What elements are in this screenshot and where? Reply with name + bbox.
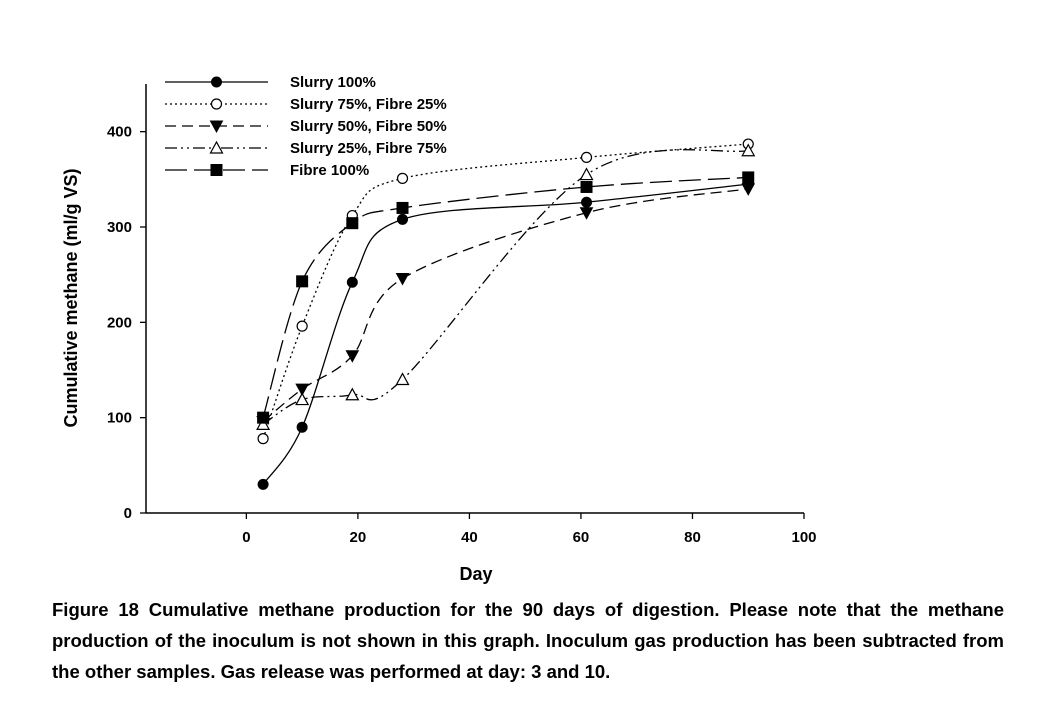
legend-marker — [211, 76, 222, 88]
data-point — [579, 167, 594, 181]
x-tick-label: 100 — [791, 529, 816, 546]
legend-marker — [210, 164, 223, 176]
data-point — [395, 272, 410, 286]
legend-label: Fibre 100% — [290, 162, 369, 179]
y-axis-label: Cumulative methane (ml/g VS) — [61, 168, 81, 427]
data-point — [295, 392, 310, 406]
legend-marker — [210, 98, 223, 110]
y-tick-label: 300 — [107, 219, 132, 236]
x-tick-label: 0 — [242, 529, 250, 546]
chart-series-lines — [262, 143, 749, 485]
data-point — [345, 350, 360, 363]
data-point — [581, 196, 593, 208]
y-tick-label: 0 — [124, 505, 132, 522]
data-point — [579, 207, 594, 220]
x-tick-label: 20 — [350, 529, 367, 546]
data-point — [741, 183, 756, 196]
data-point — [741, 143, 756, 157]
legend-label: Slurry 25%, Fibre 75% — [290, 140, 447, 157]
data-point — [345, 387, 360, 401]
data-point — [295, 383, 309, 397]
y-tick-label: 100 — [107, 410, 132, 427]
chart-legend: Slurry 100% Slurry 75%, Fibre 25% Slurry 5… — [165, 74, 447, 179]
data-point — [397, 213, 409, 225]
series-line — [262, 188, 749, 422]
data-point — [346, 276, 358, 288]
data-point — [256, 417, 271, 430]
x-tick-label: 60 — [573, 529, 590, 546]
legend-label: Slurry 75%, Fibre 25% — [290, 96, 447, 113]
legend-marker — [209, 140, 224, 154]
data-point — [257, 433, 269, 445]
chart-series-markers — [256, 138, 756, 490]
x-tick-label: 40 — [461, 529, 478, 546]
data-point — [396, 201, 409, 214]
data-point — [396, 172, 409, 184]
x-tick-label: 80 — [684, 529, 701, 546]
y-tick-label: 400 — [107, 124, 132, 141]
data-point — [580, 151, 593, 164]
y-tick-label: 200 — [107, 314, 132, 331]
legend-marker — [209, 120, 224, 134]
figure-caption: Figure 18 Cumulative methane production … — [52, 599, 1004, 682]
series-line — [262, 176, 749, 418]
x-axis-label: Day — [459, 564, 492, 584]
data-point — [346, 217, 359, 230]
data-point — [296, 275, 309, 288]
data-point — [296, 421, 308, 433]
series-line — [262, 183, 749, 485]
series-line — [262, 143, 749, 439]
legend-label: Slurry 100% — [290, 74, 376, 91]
chart-ticks: 0 20 40 60 80 100 0 100 200 300 400 — [107, 124, 817, 546]
data-point — [580, 180, 593, 193]
chart-axes — [145, 84, 804, 514]
data-point — [257, 411, 270, 424]
series-line — [262, 149, 749, 425]
data-point — [257, 478, 269, 490]
data-point — [395, 372, 410, 386]
data-point — [742, 171, 755, 184]
data-point — [296, 320, 308, 332]
legend-label: Slurry 50%, Fibre 50% — [290, 118, 447, 135]
